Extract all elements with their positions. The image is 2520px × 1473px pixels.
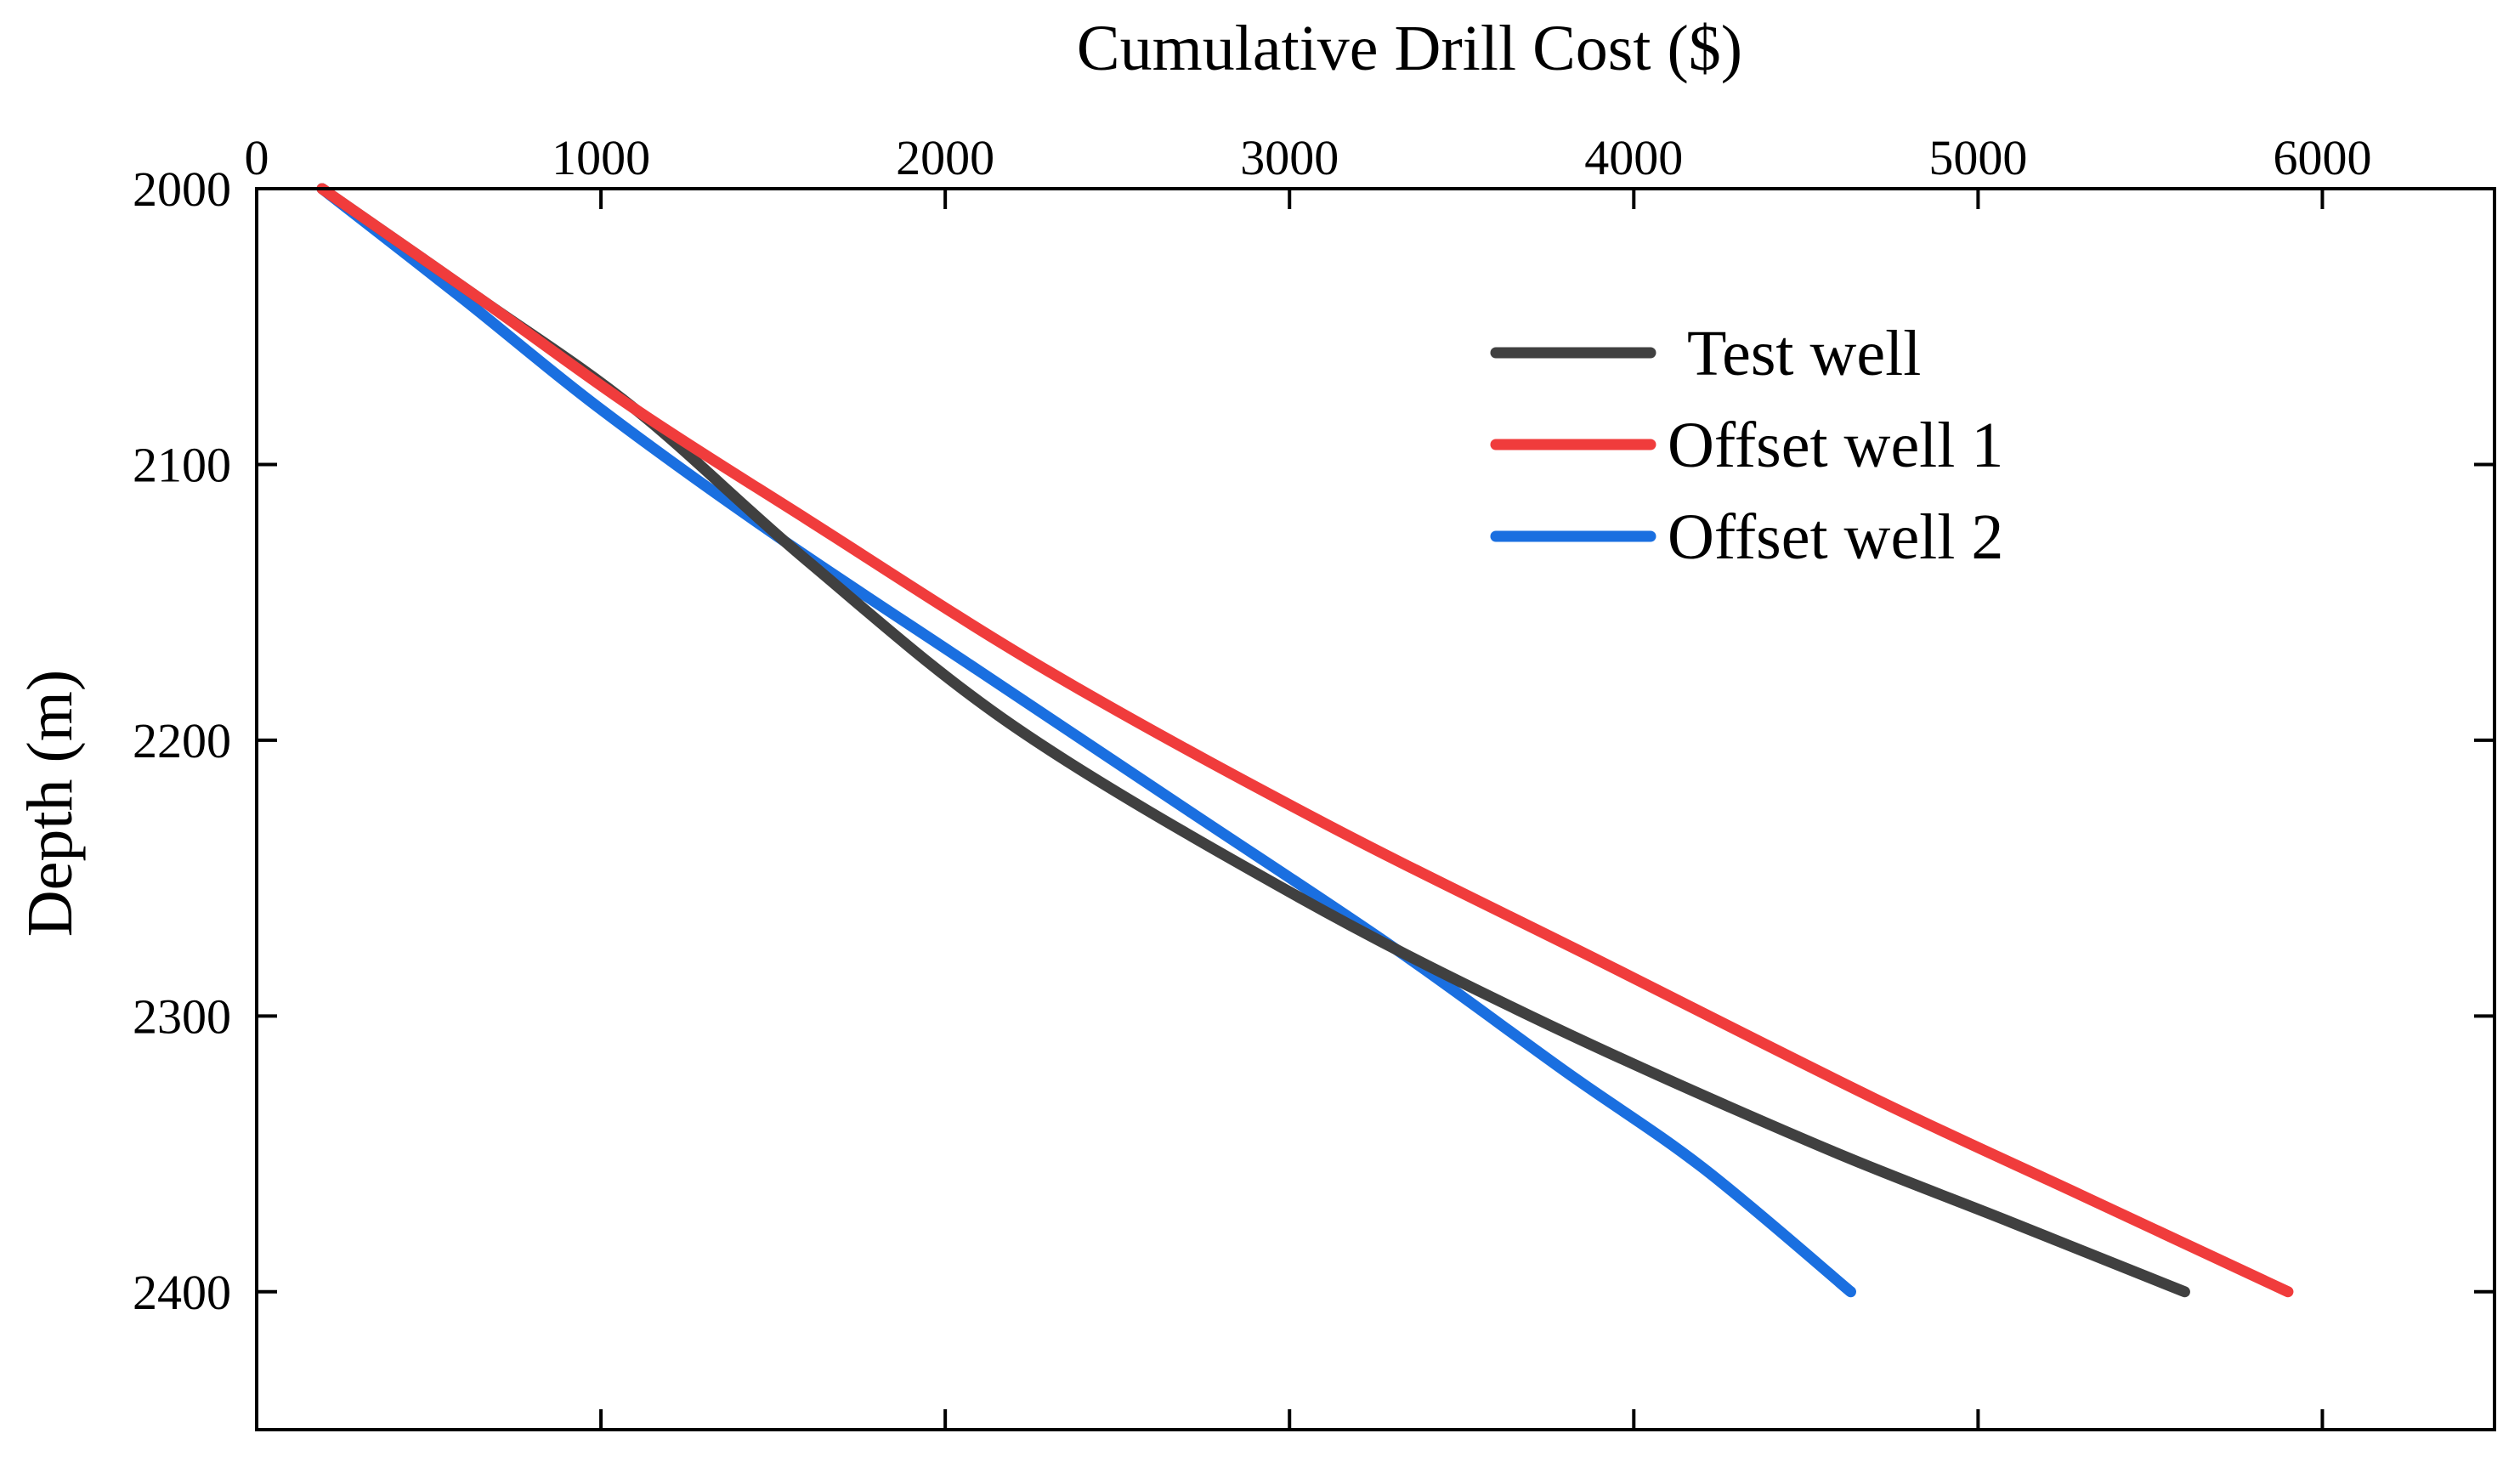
y-tick-label: 2100 [133,437,231,492]
x-axis-title: Cumulative Drill Cost ($) [1077,13,1742,84]
x-tick-label: 2000 [896,130,994,185]
plot-frame [255,187,2496,1431]
y-tick-label: 2200 [133,713,231,768]
series-line-offset-well-2 [316,183,1857,1298]
y-axis-title: Depth (m) [14,670,86,937]
x-tick-label: 5000 [1928,130,2027,185]
x-tick-label: 0 [245,130,269,185]
y-tick-label: 2400 [133,1265,231,1320]
y-tick-label: 2300 [133,989,231,1044]
x-tick-label: 1000 [552,130,650,185]
legend: Test well Offset well 1 Offset well 2 [1490,318,2003,573]
legend-label-offset-well-2: Offset well 2 [1668,501,2003,573]
legend-label-offset-well-1: Offset well 1 [1668,410,2003,481]
x-tick-label: 6000 [2273,130,2371,185]
legend-label-test-well: Test well [1687,318,1921,389]
y-tick-label: 2000 [133,161,231,217]
series-line-offset-well-1 [316,183,2294,1298]
x-tick-label: 3000 [1240,130,1339,185]
series-lines [316,183,2294,1298]
x-tick-label: 4000 [1584,130,1683,185]
axis-tick-labels: 0 1000 2000 3000 4000 5000 6000 2000 2100 2200 230… [133,130,2371,1320]
